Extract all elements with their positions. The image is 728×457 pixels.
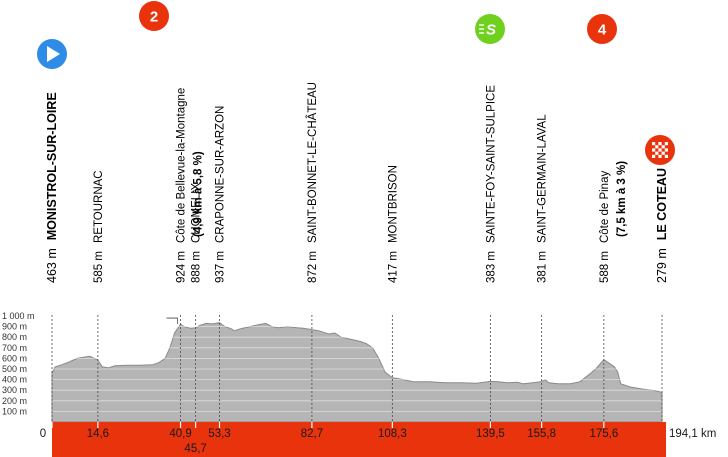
waypoint-altitude: 383 m xyxy=(485,251,497,283)
waypoint-name: CRAPONNE-SUR-ARZON xyxy=(215,106,227,243)
y-tick-label: 800 m xyxy=(2,332,27,342)
x-tick-label: 0 xyxy=(40,428,46,440)
waypoint-altitude: 585 m xyxy=(93,251,105,283)
waypoint-name: SAINTE-FOY-SAINT-SULPICE xyxy=(485,85,497,243)
waypoint-name: Côte de Pinay xyxy=(599,171,611,243)
y-tick-label: 100 m xyxy=(2,406,27,416)
x-tick-label: 82,7 xyxy=(301,428,323,440)
waypoint-label: 381 m SAINT-GERMAIN-LAVAL xyxy=(537,114,549,283)
waypoint-altitude: 937 m xyxy=(215,251,227,283)
waypoint-altitude: 888 m xyxy=(191,251,203,283)
climb-category-badge xyxy=(139,1,169,31)
badges: 2 S 4 xyxy=(37,1,675,165)
x-tick-label: 155,8 xyxy=(527,428,556,440)
waypoint-altitude: 924 m xyxy=(176,251,188,283)
waypoint-altitude: 588 m xyxy=(599,251,611,283)
checker-square xyxy=(652,154,656,158)
x-tick-label: 45,7 xyxy=(184,443,206,455)
y-tick-label: 300 m xyxy=(2,385,27,395)
climb-connector xyxy=(166,317,178,325)
waypoint-label: 888 m CHOMELIX xyxy=(191,183,203,283)
waypoint-altitude: 463 m xyxy=(45,248,59,283)
waypoint-text: 588 m Côte de Pinay xyxy=(599,171,611,283)
waypoint-detail: (7,5 km à 3 %) xyxy=(616,161,628,237)
checkered-flag-icon xyxy=(652,142,668,158)
waypoint-label: 937 m CRAPONNE-SUR-ARZON xyxy=(215,106,227,283)
waypoint-name: Côte de Bellevue-la-Montagne xyxy=(176,88,188,243)
y-tick-label: 900 m xyxy=(2,322,27,332)
checker-square xyxy=(664,154,668,158)
waypoint-label: 588 m Côte de Pinay (7,5 km à 3 %) xyxy=(599,161,628,283)
climb-category-number: 4 xyxy=(598,22,607,39)
waypoint-name: SAINT-BONNET-LE-CHÂTEAU xyxy=(306,82,319,243)
y-tick-label: 700 m xyxy=(2,343,27,353)
waypoint-label: 417 m MONTBRISON xyxy=(387,165,399,283)
waypoint-text: 585 m RETOURNAC xyxy=(93,170,105,283)
checker-square xyxy=(661,145,665,149)
x-tick-label: 108,3 xyxy=(378,428,407,440)
climb-category-badge xyxy=(587,14,617,44)
checker-square xyxy=(661,151,665,155)
y-tick-label: 500 m xyxy=(2,364,27,374)
climb-category-number: 2 xyxy=(150,9,158,26)
x-axis-ticks: 0 14,6 40,9 45,753,3 82,7 108,3 139,5 155,8 175,… xyxy=(40,428,717,455)
checker-square xyxy=(658,154,662,158)
waypoint-label: 463 m MONISTROL-SUR-LOIRE xyxy=(45,92,59,283)
x-tick-label: 175,6 xyxy=(589,428,618,440)
waypoint-text: 383 m SAINTE-FOY-SAINT-SULPICE xyxy=(485,85,497,283)
checker-square xyxy=(658,142,662,146)
waypoint-name: SAINT-GERMAIN-LAVAL xyxy=(537,114,549,243)
y-tick-label: 400 m xyxy=(2,375,27,385)
y-tick-label: 1 000 m xyxy=(2,311,35,321)
distance-band-rect xyxy=(52,422,666,457)
waypoint-altitude: 417 m xyxy=(387,251,399,283)
waypoint-name: LE COTEAU xyxy=(655,168,669,240)
waypoint-labels: 463 m MONISTROL-SUR-LOIRE 585 m RETOURNAC 92… xyxy=(45,82,669,283)
distance-band xyxy=(51,422,666,457)
x-tick-label: 53,3 xyxy=(208,428,230,440)
waypoint-name: CHOMELIX xyxy=(191,183,203,243)
waypoint-label: 585 m RETOURNAC xyxy=(93,170,105,283)
waypoint-text: 279 m LE COTEAU xyxy=(655,168,669,283)
waypoint-altitude: 279 m xyxy=(655,248,669,283)
waypoint-altitude: 381 m xyxy=(537,251,549,283)
checker-square xyxy=(655,151,659,155)
waypoint-name: MONTBRISON xyxy=(387,165,399,243)
waypoint-text: 872 m SAINT-BONNET-LE-CHÂTEAU xyxy=(306,82,319,283)
checker-square xyxy=(652,142,656,146)
x-tick-label: 40,9 xyxy=(169,428,191,440)
waypoint-label: 279 m LE COTEAU xyxy=(655,168,669,283)
waypoint-text: 417 m MONTBRISON xyxy=(387,165,399,283)
waypoint-detail: (4,9 km à 5,8 %) xyxy=(193,151,205,237)
play-icon xyxy=(47,46,60,62)
waypoint-text: 888 m CHOMELIX xyxy=(191,183,203,283)
waypoint-name: RETOURNAC xyxy=(93,170,105,243)
y-tick-label: 600 m xyxy=(2,353,27,363)
waypoint-label: 383 m SAINTE-FOY-SAINT-SULPICE xyxy=(485,85,497,283)
sprint-letter: S xyxy=(486,22,496,39)
x-tick-label: 139,5 xyxy=(476,428,505,440)
waypoint-label: 924 m Côte de Bellevue-la-Montagne (4,9 km… xyxy=(176,88,205,283)
x-tick-label: 14,6 xyxy=(87,428,109,440)
sprint-badge xyxy=(475,14,505,44)
waypoint-text: 937 m CRAPONNE-SUR-ARZON xyxy=(215,106,227,283)
waypoint-altitude: 872 m xyxy=(307,251,319,283)
checker-square xyxy=(652,148,656,152)
checker-square xyxy=(664,142,668,146)
waypoint-name: MONISTROL-SUR-LOIRE xyxy=(45,92,59,240)
waypoint-text: 381 m SAINT-GERMAIN-LAVAL xyxy=(537,114,549,283)
checker-square xyxy=(664,148,668,152)
waypoint-label: 872 m SAINT-BONNET-LE-CHÂTEAU xyxy=(306,82,319,283)
altitude-grid xyxy=(52,315,662,412)
waypoint-text: 924 m Côte de Bellevue-la-Montagne xyxy=(176,88,188,283)
waypoint-lines xyxy=(51,315,663,422)
waypoint-text: 463 m MONISTROL-SUR-LOIRE xyxy=(45,92,59,283)
total-distance-label: 194,1 km xyxy=(669,428,716,440)
y-tick-label: 200 m xyxy=(2,396,27,406)
checker-square xyxy=(655,145,659,149)
checker-square xyxy=(658,148,662,152)
